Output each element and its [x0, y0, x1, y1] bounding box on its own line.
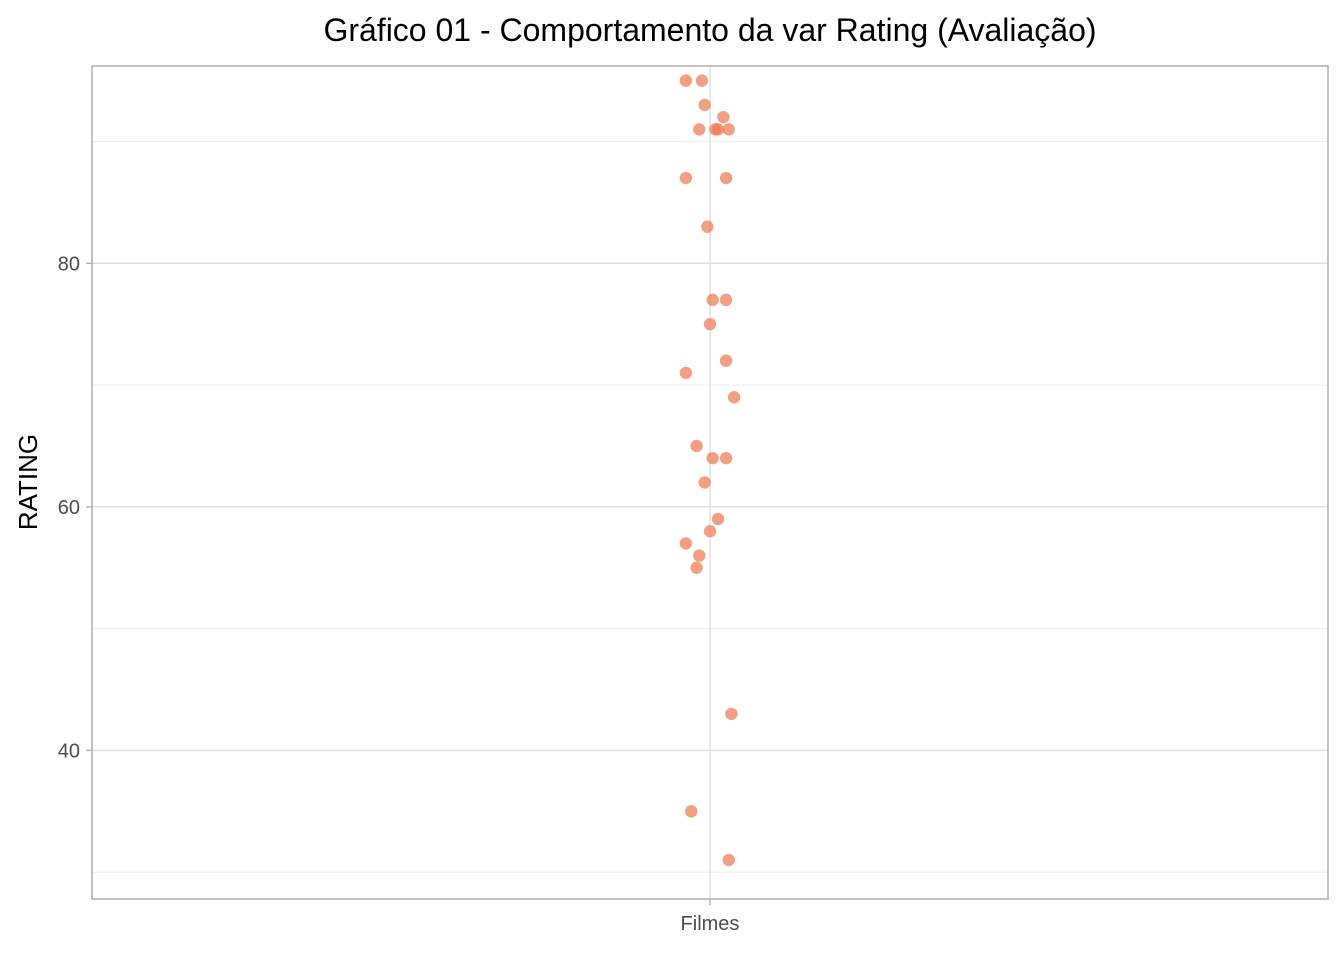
chart-title: Gráfico 01 - Comportamento da var Rating… — [323, 12, 1096, 48]
data-point — [725, 707, 738, 721]
data-point — [719, 354, 733, 367]
data-point — [690, 439, 703, 453]
data-point — [722, 853, 735, 867]
data-point — [693, 123, 706, 136]
data-point — [693, 549, 706, 562]
data-point — [719, 451, 733, 465]
y-tick-label: 80 — [58, 253, 80, 275]
data-points — [679, 74, 741, 867]
data-point — [706, 451, 719, 465]
data-point — [679, 74, 693, 87]
data-point — [703, 317, 717, 331]
data-point — [727, 391, 741, 404]
data-point — [706, 293, 719, 307]
data-point — [690, 561, 703, 574]
data-point — [679, 366, 693, 380]
y-tick-label: 60 — [58, 497, 80, 519]
y-axis-label: RATING — [13, 434, 43, 530]
data-point — [711, 512, 725, 526]
x-tick-label: Filmes — [681, 913, 740, 935]
data-point — [698, 98, 711, 112]
data-point — [679, 537, 693, 550]
y-tick-label: 40 — [58, 740, 80, 762]
data-point — [685, 805, 698, 818]
data-point — [719, 293, 733, 307]
data-point — [695, 74, 709, 87]
data-point — [679, 171, 693, 185]
grid-lines — [92, 66, 1328, 899]
data-point — [719, 171, 733, 185]
data-point — [711, 123, 725, 136]
data-point — [701, 220, 714, 233]
data-point — [703, 525, 717, 538]
data-point — [717, 110, 730, 124]
data-point — [698, 476, 711, 489]
x-tick-labels: Filmes — [681, 899, 740, 935]
data-point — [722, 123, 735, 136]
y-tick-labels: 40 60 80 — [58, 253, 92, 762]
